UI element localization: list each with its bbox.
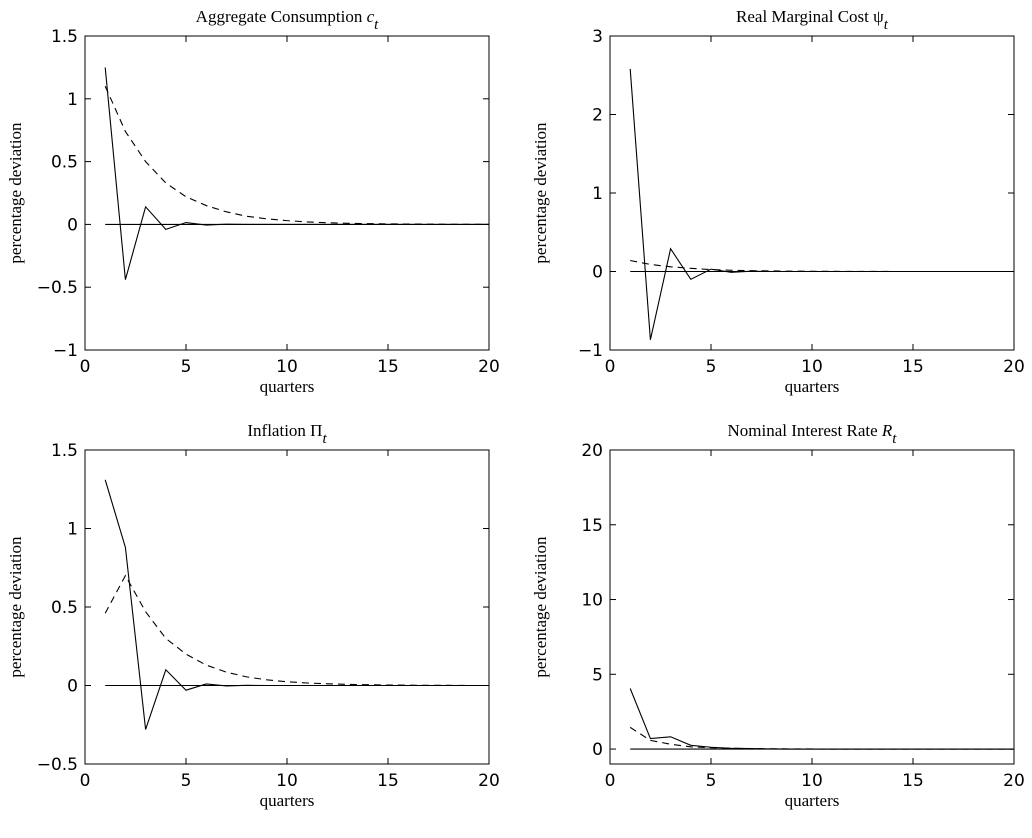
solid-series-line (104, 479, 489, 730)
chart-title-symbol: c (367, 7, 375, 26)
plot-frame (84, 449, 490, 765)
y-tick-label: −0.5 (37, 278, 78, 298)
x-tick-label: 15 (377, 771, 399, 791)
y-tick-label: 5 (592, 665, 603, 685)
y-tick-label: 1 (67, 90, 78, 110)
y-tick-label: 0 (67, 677, 78, 697)
y-tick-label: 1 (67, 520, 78, 540)
y-tick-label: 1.5 (51, 441, 78, 461)
x-tick-label: 5 (706, 771, 717, 791)
x-tick-label: 5 (181, 357, 192, 377)
dashed-series-line (104, 86, 490, 225)
chart-title-subscript: t (322, 431, 327, 447)
x-tick-label: 5 (181, 771, 192, 791)
plot-frame (84, 35, 490, 351)
x-tick-label: 0 (80, 357, 91, 377)
y-tick-label: 1.5 (51, 27, 78, 47)
y-axis-label: percentage deviation (6, 122, 25, 264)
y-tick-label: 0 (592, 740, 603, 760)
chart-consumption: 0 5 10 15 20 −1 −0.5 0 0.5 1 1.5 quarters percentage… (6, 7, 500, 396)
x-tick-label: 15 (902, 771, 924, 791)
y-axis-label: percentage deviation (531, 122, 550, 264)
chart-title-subscript: t (884, 17, 889, 33)
y-tick-label: −1 (578, 341, 603, 361)
chart-title: Nominal Interest Rate Rt (728, 421, 898, 447)
x-tick-label: 10 (276, 771, 298, 791)
x-tick-label: 20 (1003, 771, 1025, 791)
chart-title-subscript: t (892, 431, 897, 447)
x-tick-label: 20 (1003, 357, 1025, 377)
solid-series-line (629, 688, 1014, 750)
y-tick-label: 0 (67, 215, 78, 235)
chart-title: Real Marginal Cost ψt (736, 7, 889, 33)
y-tick-label: 0.5 (51, 153, 78, 173)
chart-interest-rate: 0 5 10 15 20 0 5 10 15 20 quarters percentage devia… (531, 421, 1025, 810)
chart-title-subscript: t (374, 17, 379, 33)
y-tick-label: 15 (581, 516, 603, 536)
y-tick-label: 20 (581, 441, 603, 461)
x-tick-label: 0 (80, 771, 91, 791)
x-axis-label: quarters (785, 791, 840, 810)
x-tick-label: 15 (902, 357, 924, 377)
x-tick-label: 10 (801, 357, 823, 377)
y-tick-label: 3 (592, 27, 603, 47)
x-tick-label: 10 (801, 771, 823, 791)
x-tick-label: 0 (605, 771, 616, 791)
chart-title-text: Inflation (247, 421, 310, 440)
dashed-series-line (104, 574, 489, 687)
plot-frame (609, 35, 1015, 351)
dashed-series-line (630, 259, 1014, 273)
x-tick-label: 15 (377, 357, 399, 377)
chart-title-text: Nominal Interest Rate (728, 421, 882, 440)
y-tick-label: 1 (592, 184, 603, 204)
x-tick-label: 0 (605, 357, 616, 377)
chart-title-text: Aggregate Consumption (196, 7, 367, 26)
y-tick-label: 2 (592, 106, 603, 126)
solid-series-line (104, 67, 489, 280)
y-tick-label: −0.5 (37, 755, 78, 775)
chart-title: Inflation Πt (247, 421, 327, 447)
x-tick-label: 20 (478, 357, 500, 377)
x-axis-label: quarters (260, 377, 315, 396)
chart-title-symbol: Π (310, 421, 322, 440)
x-axis-label: quarters (785, 377, 840, 396)
solid-series-line (629, 68, 1014, 340)
chart-title-symbol: R (881, 421, 893, 440)
y-tick-label: 0 (592, 263, 603, 283)
plot-frame (609, 449, 1015, 765)
y-tick-label: −1 (53, 341, 78, 361)
x-tick-label: 5 (706, 357, 717, 377)
x-axis-label: quarters (260, 791, 315, 810)
y-axis-label: percentage deviation (531, 536, 550, 678)
chart-title-text: Real Marginal Cost (736, 7, 873, 26)
y-tick-label: 10 (581, 591, 603, 611)
dashed-series-line (629, 726, 1014, 750)
x-tick-label: 20 (478, 771, 500, 791)
y-axis-label: percentage deviation (6, 536, 25, 678)
x-tick-label: 10 (276, 357, 298, 377)
chart-title: Aggregate Consumption ct (196, 7, 379, 33)
y-tick-label: 0.5 (51, 598, 78, 618)
chart-title-symbol: ψ (873, 7, 884, 26)
